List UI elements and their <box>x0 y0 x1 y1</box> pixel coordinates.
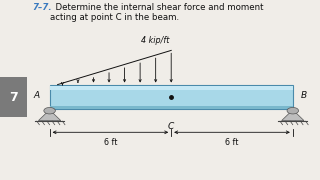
Text: A: A <box>34 91 40 100</box>
Circle shape <box>44 107 55 114</box>
Text: 6 ft: 6 ft <box>104 138 117 147</box>
Text: 7: 7 <box>9 91 18 104</box>
Bar <box>50 86 293 90</box>
Bar <box>50 106 293 109</box>
Bar <box>50 86 293 109</box>
Text: 4 kip/ft: 4 kip/ft <box>141 36 169 45</box>
Text: Determine the internal shear force and moment
acting at point C in the beam.: Determine the internal shear force and m… <box>50 3 263 22</box>
Circle shape <box>287 107 299 114</box>
FancyBboxPatch shape <box>0 77 27 117</box>
Polygon shape <box>38 110 61 121</box>
Polygon shape <box>282 110 304 121</box>
Text: B: B <box>301 91 307 100</box>
Text: C: C <box>168 122 174 131</box>
Text: 7–7.: 7–7. <box>32 3 52 12</box>
Text: 6 ft: 6 ft <box>225 138 239 147</box>
